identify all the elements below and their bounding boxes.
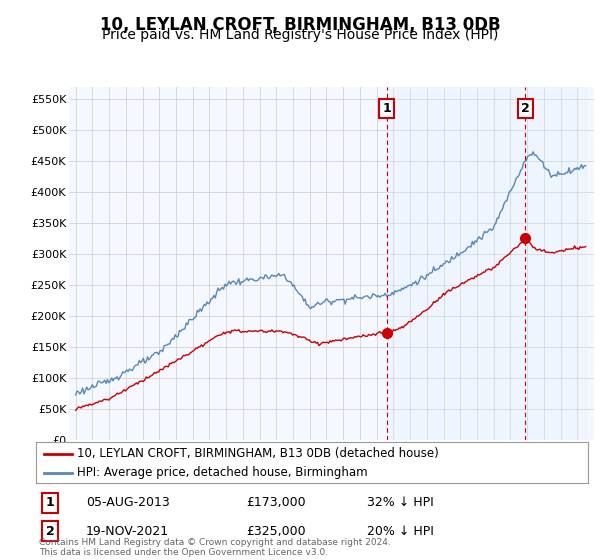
Text: 20% ↓ HPI: 20% ↓ HPI bbox=[367, 525, 434, 538]
Text: 10, LEYLAN CROFT, BIRMINGHAM, B13 0DB: 10, LEYLAN CROFT, BIRMINGHAM, B13 0DB bbox=[100, 16, 500, 34]
Text: 19-NOV-2021: 19-NOV-2021 bbox=[86, 525, 169, 538]
Text: 2: 2 bbox=[521, 102, 530, 115]
Text: £173,000: £173,000 bbox=[246, 496, 305, 509]
Text: 05-AUG-2013: 05-AUG-2013 bbox=[86, 496, 169, 509]
Text: 32% ↓ HPI: 32% ↓ HPI bbox=[367, 496, 434, 509]
Bar bbox=[386, 87, 586, 440]
Text: HPI: Average price, detached house, Birmingham: HPI: Average price, detached house, Birm… bbox=[77, 466, 368, 479]
Text: Price paid vs. HM Land Registry's House Price Index (HPI): Price paid vs. HM Land Registry's House … bbox=[102, 28, 498, 42]
Text: 2: 2 bbox=[46, 525, 55, 538]
Text: 10, LEYLAN CROFT, BIRMINGHAM, B13 0DB (detached house): 10, LEYLAN CROFT, BIRMINGHAM, B13 0DB (d… bbox=[77, 447, 439, 460]
Text: 1: 1 bbox=[46, 496, 55, 509]
Text: Contains HM Land Registry data © Crown copyright and database right 2024.
This d: Contains HM Land Registry data © Crown c… bbox=[39, 538, 391, 557]
Text: 1: 1 bbox=[382, 102, 391, 115]
Text: £325,000: £325,000 bbox=[246, 525, 305, 538]
